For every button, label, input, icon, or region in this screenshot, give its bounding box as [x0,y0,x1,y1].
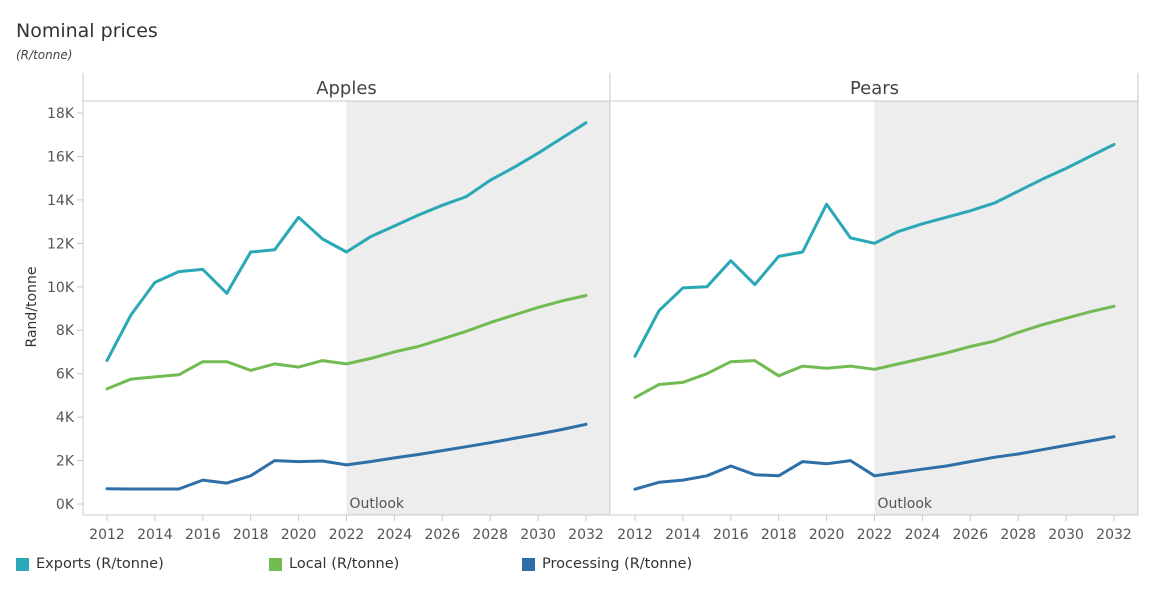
series-line-local [633,304,1116,400]
exports-swatch-icon [16,557,29,571]
x-tick-label: 2028 [1000,527,1036,543]
x-tick-label: 2012 [89,527,125,543]
x-tick-label: 2022 [329,527,365,543]
series-line-processing [633,435,1116,491]
panel-title: Apples [316,78,377,99]
series-line-processing [105,422,588,491]
x-tick-label: 2018 [233,527,269,543]
y-tick-label: 16K [47,149,75,165]
x-tick-label: 2018 [761,527,797,543]
processing-swatch-icon [522,557,535,571]
legend-label-processing: Processing (R/tonne) [542,556,693,572]
x-tick-label: 2012 [617,527,653,543]
panel-apples: Apples Outlook 2012 2014 2016 2018 2020 2022 202… [83,73,611,543]
panel-title: Pears [850,78,899,99]
x-tick-label: 2028 [472,527,508,543]
x-tick-label: 2016 [713,527,749,543]
x-tick-label: 2032 [1096,527,1132,543]
x-tick-label: 2020 [809,527,845,543]
legend-label-local: Local (R/tonne) [289,556,400,572]
x-tick-label: 2032 [568,527,604,543]
x-tick-label: 2024 [905,527,941,543]
x-tick-label: 2014 [137,527,173,543]
y-tick-label: 0K [56,497,75,513]
series-line-exports [105,121,588,363]
legend-item-processing[interactable]: Processing (R/tonne) [522,556,692,572]
chart-area: Rand/tonne 0K 2K 4K 6K 8K 10K 12K 14K 16K 18K Appl… [24,73,1139,543]
local-swatch-icon [269,557,282,571]
outlook-label: Outlook [350,496,405,512]
outlook-shading [346,101,610,515]
x-tick-label: 2026 [424,527,460,543]
y-tick-label: 2K [56,454,75,470]
legend-item-exports[interactable]: Exports (R/tonne) [16,556,164,572]
chart-subtitle: (R/tonne) [16,48,73,62]
y-tick-label: 18K [47,106,75,122]
legend: Exports (R/tonne) Local (R/tonne) Proces… [0,556,1150,576]
x-tick-label: 2016 [185,527,221,543]
y-tick-label: 6K [56,367,75,383]
y-tick-label: 4K [56,410,75,426]
y-axis-label: Rand/tonne [24,267,40,348]
outlook-label: Outlook [878,496,933,512]
y-tick-label: 14K [47,193,75,209]
y-tick-label: 10K [47,280,75,296]
x-tick-label: 2030 [1048,527,1084,543]
panel-pears: Pears Outlook 2012 2014 2016 2018 2020 2022 2024… [611,73,1139,543]
outlook-shading [874,101,1138,515]
x-tick-label: 2014 [665,527,701,543]
x-tick-label: 2022 [857,527,893,543]
x-tick-label: 2026 [952,527,988,543]
y-tick-label: 8K [56,323,75,339]
legend-label-exports: Exports (R/tonne) [36,556,164,572]
x-tick-label: 2030 [520,527,556,543]
series-line-exports [633,143,1116,358]
y-tick-label: 12K [47,236,75,252]
x-tick-label: 2024 [377,527,413,543]
series-line-local [105,294,588,391]
chart-title: Nominal prices [16,20,158,42]
x-tick-label: 2020 [281,527,317,543]
legend-item-local[interactable]: Local (R/tonne) [269,556,399,572]
